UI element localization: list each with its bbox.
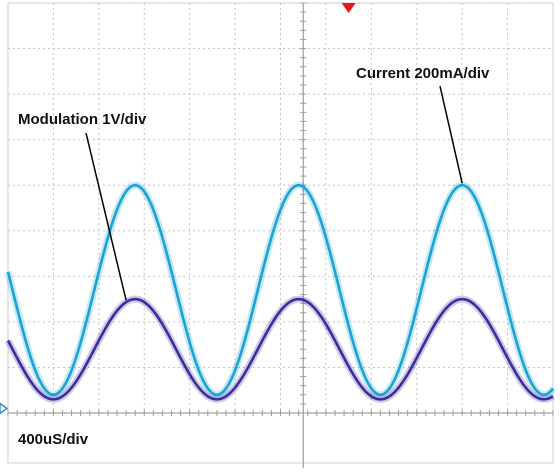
annotations: Current 200mA/div Modulation 1V/div: [18, 65, 490, 301]
modulation-trace: [6, 297, 554, 401]
annotation-leader: [85, 132, 127, 301]
center-axes: [7, 2, 554, 468]
annotation-leader: [439, 85, 463, 184]
trigger-marker: [341, 3, 356, 13]
traces: [4, 181, 556, 403]
annotation-label: Modulation 1V/div: [18, 111, 147, 128]
annotation-label: Current 200mA/div: [356, 65, 490, 82]
timebase-label: 400uS/div: [18, 431, 89, 448]
current-trace: [6, 183, 555, 397]
markers: [0, 3, 356, 415]
ground-marker: [0, 402, 9, 415]
